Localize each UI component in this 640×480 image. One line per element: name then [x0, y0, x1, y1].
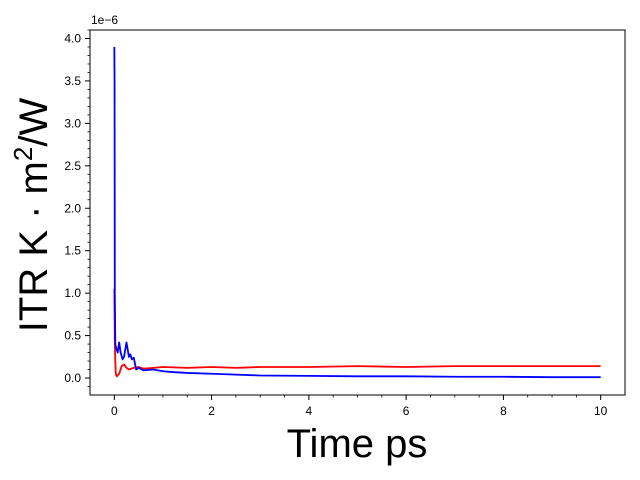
y-tick-label: 3.0	[64, 116, 81, 130]
x-tick-label: 0	[111, 404, 118, 418]
y-axis-label-tail: /W	[12, 98, 56, 147]
series-line-blue	[113, 46, 601, 379]
x-tick-label: 2	[208, 404, 215, 418]
y-axis-label-sup: 2	[8, 147, 38, 161]
x-tick-label: 10	[594, 404, 608, 418]
y-axis-label-main: ITR K · m	[12, 161, 56, 332]
plot-area	[89, 29, 626, 396]
y-tick-label: 2.5	[64, 159, 81, 173]
y-tick-label: 1.5	[64, 244, 81, 258]
x-tick-label: 8	[500, 404, 507, 418]
y-tick-label: 4.0	[64, 31, 81, 45]
y-axis-label: ITR K · m2/W	[8, 98, 56, 333]
x-axis-ticks: 0 2 4 6 8 10	[111, 395, 608, 418]
x-axis-label: Time ps	[287, 422, 428, 466]
y-tick-label: 0.5	[64, 329, 81, 343]
y-tick-label: 1.0	[64, 286, 81, 300]
x-tick-label: 6	[403, 404, 410, 418]
y-tick-label: 2.0	[64, 201, 81, 215]
x-tick-label: 4	[306, 404, 313, 418]
y-offset-label: 1e−6	[91, 13, 118, 27]
series-layer	[113, 46, 601, 379]
y-tick-label: 3.5	[64, 74, 81, 88]
series-line-red	[113, 288, 601, 378]
y-axis-ticks: 0.0 0.5 1.0 1.5 2.0 2.5 3.0 3.5 4.0	[64, 29, 90, 387]
y-tick-label: 0.0	[64, 371, 81, 385]
